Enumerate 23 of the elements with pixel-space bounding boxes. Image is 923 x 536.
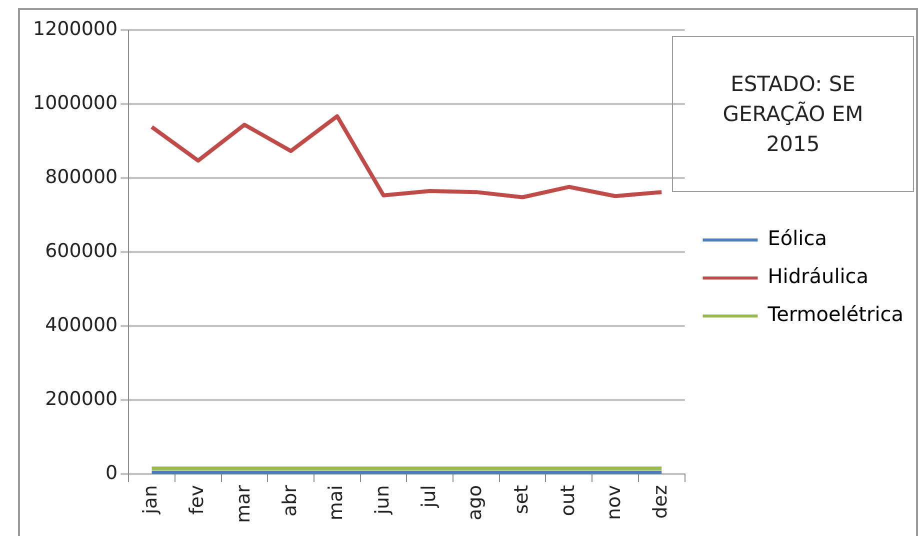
x-tick-label: out [556,485,579,516]
y-tick-label: 400000 [45,314,118,336]
x-tick-label: jul [418,485,440,509]
y-tick-label: 200000 [45,388,118,410]
x-tick-label: mai [325,485,348,520]
y-tick-label: 800000 [45,166,118,188]
x-tick-label: ago [464,485,486,520]
x-tick-label: nov [603,485,626,520]
x-tick-label: abr [278,484,301,517]
x-tick-label: jun [371,485,394,516]
legend-label: Hidráulica [768,264,869,288]
y-tick-label: 1200000 [32,18,118,40]
x-tick-label: dez [650,485,672,519]
y-tick-label: 1000000 [32,92,118,114]
legend-label: Termoelétrica [766,302,904,326]
x-tick-label: fev [186,485,208,515]
x-tick-label: set [510,485,532,514]
text: ESTADO: SE GERAÇÃO EM 2015 [672,36,914,192]
y-tick-label: 600000 [45,240,118,262]
y-tick-label: 0 [106,462,118,484]
x-tick-label: jan [140,485,162,516]
x-tick-label: mar [232,484,254,524]
legend-label: Eólica [768,226,827,250]
